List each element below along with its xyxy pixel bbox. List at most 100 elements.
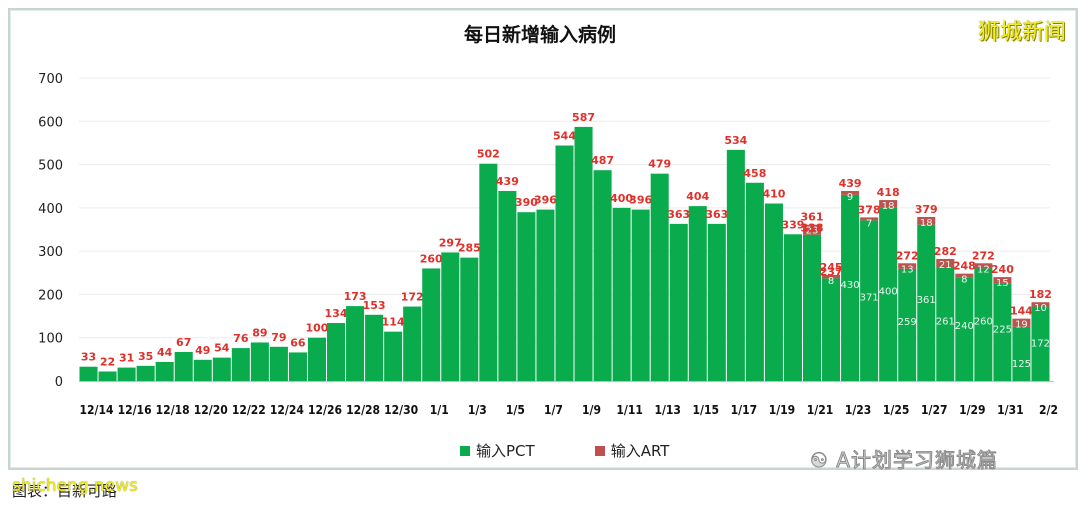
bar-pct — [307, 337, 327, 381]
art-value-label: 10 — [1034, 303, 1047, 314]
pct-swatch-icon — [460, 445, 470, 456]
bar-pct — [498, 190, 517, 381]
pct-value-label: 125 — [1012, 359, 1031, 370]
site-watermark: shicheng.news — [12, 476, 138, 496]
bar-pct — [822, 278, 841, 381]
y-tick-label: 400 — [38, 202, 63, 217]
bar-art — [898, 263, 917, 269]
total-value-label: 76 — [233, 332, 249, 345]
total-value-label: 245 — [820, 261, 843, 274]
total-value-label: 272 — [896, 249, 919, 262]
bar-pct — [726, 149, 745, 381]
y-tick-label: 500 — [38, 159, 63, 174]
x-tick-label: 12/30 — [384, 403, 418, 417]
total-value-label: 487 — [591, 154, 614, 167]
brand-logo: 狮城新闻 — [977, 20, 1066, 45]
bar-pct — [650, 173, 669, 381]
bar-pct — [898, 268, 917, 381]
bar-art — [841, 190, 860, 195]
wechat-account-name: A计划学习狮城篇 — [836, 448, 998, 473]
x-tick-label: 1/19 — [769, 403, 795, 417]
total-value-label: 396 — [534, 194, 557, 207]
total-value-label: 144 — [1010, 305, 1033, 318]
pct-value-label: 430 — [841, 280, 860, 291]
total-value-label: 114 — [382, 316, 405, 329]
total-value-label: 89 — [252, 326, 267, 339]
y-tick-label: 600 — [38, 115, 63, 130]
x-tick-label: 12/16 — [118, 403, 152, 417]
bar-pct — [136, 365, 155, 381]
x-tick-label: 1/29 — [959, 403, 985, 417]
total-value-label: 400 — [610, 192, 633, 205]
art-value-label: 9 — [847, 192, 853, 203]
bar-art — [822, 274, 841, 279]
total-value-label: 363 — [705, 208, 728, 221]
bar-pct — [403, 306, 422, 381]
bar-pct — [384, 331, 403, 381]
pct-value-label: 260 — [974, 317, 993, 328]
total-value-label: 66 — [290, 336, 306, 349]
bar-pct — [688, 206, 707, 381]
total-value-label: 378 — [858, 203, 881, 216]
x-tick-label: 1/25 — [883, 403, 909, 417]
bar-art — [860, 217, 879, 221]
bar-pct — [174, 351, 193, 381]
art-value-label: 23 — [806, 226, 819, 237]
bar-art — [1031, 302, 1050, 307]
total-value-label: 260 — [420, 252, 443, 265]
art-swatch-icon — [594, 445, 605, 456]
art-value-label: 19 — [1015, 320, 1028, 331]
total-value-label: 410 — [762, 188, 785, 201]
x-tick-label: 1/1 — [430, 403, 449, 417]
bar-pct — [764, 203, 783, 381]
bar-pct — [422, 268, 441, 381]
bar-pct — [860, 220, 879, 381]
x-tick-label: 12/20 — [194, 403, 228, 417]
total-value-label: 282 — [934, 245, 957, 258]
pct-value-label: 259 — [898, 317, 917, 328]
total-value-label: 361 — [801, 211, 824, 224]
bar-pct — [269, 346, 288, 381]
bar-pct — [231, 348, 250, 381]
bar-pct — [936, 268, 955, 381]
total-value-label: 100 — [306, 322, 329, 335]
art-value-label: 21 — [939, 260, 952, 271]
bar-pct — [841, 194, 860, 381]
total-value-label: 439 — [496, 175, 519, 188]
total-value-label: 544 — [553, 130, 576, 143]
bar-pct — [155, 361, 174, 381]
bar-art — [936, 258, 955, 269]
bar-pct — [98, 371, 117, 381]
art-value-label: 18 — [882, 201, 895, 212]
x-tick-label: 1/17 — [731, 403, 757, 417]
x-tick-label: 1/11 — [616, 403, 642, 417]
bar-pct — [536, 209, 555, 381]
art-value-label: 7 — [866, 218, 872, 229]
bar-pct — [879, 207, 898, 381]
bar-art — [955, 273, 974, 278]
x-tick-label: 1/13 — [654, 403, 680, 417]
x-tick-label: 1/27 — [921, 403, 947, 417]
bar-pct — [1031, 306, 1050, 381]
total-value-label: 54 — [214, 342, 230, 355]
bar-pct — [479, 163, 498, 381]
x-tick-label: 1/7 — [544, 403, 563, 417]
bar-pct — [79, 366, 98, 381]
x-tick-label: 1/5 — [506, 403, 525, 417]
total-value-label: 22 — [100, 355, 115, 368]
bar-art — [802, 224, 822, 235]
total-value-label: 153 — [363, 299, 386, 312]
bar-pct — [974, 268, 993, 381]
bar-pct — [669, 223, 688, 381]
bar-pct — [993, 283, 1012, 381]
y-tick-label: 100 — [38, 332, 63, 347]
bar-pct — [212, 357, 231, 381]
art-value-label: 8 — [828, 276, 834, 287]
total-value-label: 534 — [724, 134, 747, 147]
legend-item-pct: 输入PCT — [460, 440, 535, 461]
y-tick-label: 300 — [38, 245, 63, 260]
x-tick-label: 2/2 — [1039, 403, 1058, 417]
pct-value-label: 225 — [993, 324, 1012, 335]
